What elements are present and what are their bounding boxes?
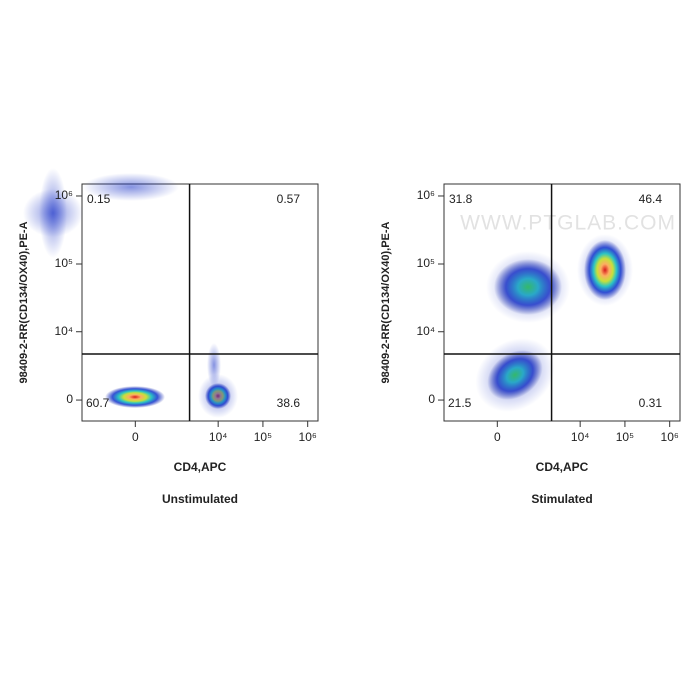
x-axis-title: CD4,APC xyxy=(174,460,227,474)
plot-area xyxy=(81,183,319,422)
population-density xyxy=(105,386,165,408)
x-tick-label: 10⁴ xyxy=(571,430,590,444)
population-density xyxy=(198,374,238,418)
x-tick-label: 10⁶ xyxy=(661,430,679,444)
y-tick-label: 0 xyxy=(66,392,73,406)
population-density xyxy=(494,259,562,315)
y-axis-title: 98409-2-RR(CD134/OX40),PE-A xyxy=(18,221,30,383)
quadrant-value: 31.8 xyxy=(449,192,473,206)
panel: WWW.PTGLAB.COM 0 10⁴ 10⁵ 10⁶ 0 10⁴ 10⁵ 10⁶ 31.8 46… xyxy=(380,183,681,506)
quadrant-value: 0.15 xyxy=(87,192,111,206)
population-density xyxy=(584,240,626,300)
x-tick-label: 10⁴ xyxy=(209,430,228,444)
quadrant-value: 38.6 xyxy=(277,396,301,410)
y-axis-title: 98409-2-RR(CD134/OX40),PE-A xyxy=(380,221,392,383)
x-tick-label: 10⁵ xyxy=(254,430,272,444)
x-tick-label: 0 xyxy=(494,430,501,444)
watermark: WWW.PTGLAB.COM xyxy=(460,212,676,235)
quadrant-value: 21.5 xyxy=(448,396,472,410)
population-density xyxy=(83,173,179,201)
y-tick-label: 10⁴ xyxy=(54,324,73,338)
quadrant-value: 0.57 xyxy=(277,192,301,206)
subtitle: Stimulated xyxy=(531,492,592,506)
y-tick-label: 10⁴ xyxy=(416,324,435,338)
y-tick-label: 10⁵ xyxy=(417,256,435,270)
population-density xyxy=(23,189,83,237)
y-tick-label: 0 xyxy=(428,392,435,406)
x-axis-title: CD4,APC xyxy=(536,460,589,474)
subtitle: Unstimulated xyxy=(162,492,238,506)
y-tick-label: 10⁵ xyxy=(55,256,73,270)
x-tick-label: 10⁵ xyxy=(616,430,634,444)
quadrant-value: 60.7 xyxy=(86,396,110,410)
quadrant-value: 46.4 xyxy=(639,192,663,206)
quadrant-value: 0.31 xyxy=(639,396,663,410)
x-tick-label: 0 xyxy=(132,430,139,444)
panel: 0 10⁴ 10⁵ 10⁶ 0 10⁴ 10⁵ 10⁶ 0.15 0.57 60.7 38.6 CD4,… xyxy=(18,168,319,506)
population-density xyxy=(487,350,543,400)
y-tick-label: 10⁶ xyxy=(55,188,73,202)
y-tick-label: 10⁶ xyxy=(417,188,435,202)
x-tick-label: 10⁶ xyxy=(299,430,317,444)
